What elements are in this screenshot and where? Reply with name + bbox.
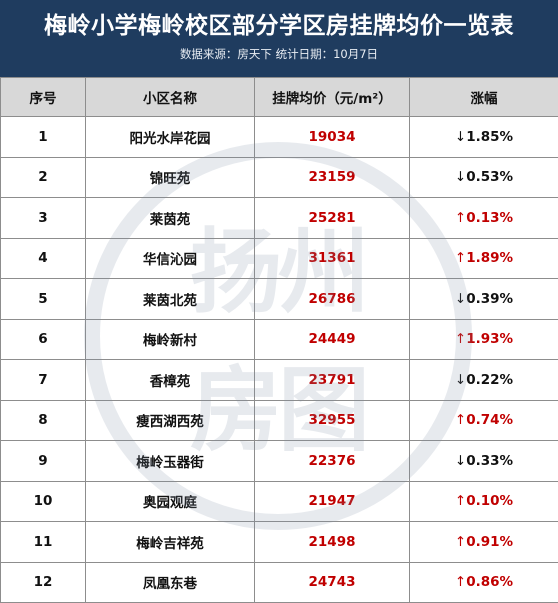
arrow-up-icon: ↑ [455, 331, 466, 347]
listing-price: 32955 [255, 400, 410, 441]
row-index: 5 [1, 279, 86, 320]
row-index: 8 [1, 400, 86, 441]
price-change: ↓0.53% [410, 157, 558, 198]
change-percent: 0.91% [466, 534, 513, 550]
row-index: 3 [1, 198, 86, 239]
row-index: 4 [1, 238, 86, 279]
listing-price: 24743 [255, 562, 410, 603]
price-change: ↑0.86% [410, 562, 558, 603]
row-index: 7 [1, 360, 86, 401]
price-change: ↑0.91% [410, 522, 558, 563]
listing-price: 25281 [255, 198, 410, 239]
community-name: 梅岭新村 [86, 319, 255, 360]
change-percent: 1.93% [466, 331, 513, 347]
change-percent: 0.53% [466, 169, 513, 185]
change-percent: 1.89% [466, 250, 513, 266]
arrow-down-icon: ↓ [455, 129, 466, 145]
price-change: ↑1.89% [410, 238, 558, 279]
row-index: 2 [1, 157, 86, 198]
row-index: 6 [1, 319, 86, 360]
arrow-down-icon: ↓ [455, 169, 466, 185]
listing-price: 24449 [255, 319, 410, 360]
listing-price: 23159 [255, 157, 410, 198]
listing-price: 21947 [255, 481, 410, 522]
arrow-up-icon: ↑ [455, 250, 466, 266]
community-name: 华信沁园 [86, 238, 255, 279]
listing-price: 19034 [255, 117, 410, 158]
listing-price: 21498 [255, 522, 410, 563]
row-index: 11 [1, 522, 86, 563]
community-name: 锦旺苑 [86, 157, 255, 198]
price-change: ↓0.22% [410, 360, 558, 401]
change-percent: 1.85% [466, 129, 513, 145]
price-change: ↑0.74% [410, 400, 558, 441]
change-percent: 0.33% [466, 453, 513, 469]
column-header-price: 挂牌均价（元/m²） [255, 78, 410, 117]
page-title: 梅岭小学梅岭校区部分学区房挂牌均价一览表 [0, 11, 558, 41]
arrow-up-icon: ↑ [455, 210, 466, 226]
community-name: 莱茵苑 [86, 198, 255, 239]
column-header-index: 序号 [1, 78, 86, 117]
column-header-name: 小区名称 [86, 78, 255, 117]
community-name: 莱茵北苑 [86, 279, 255, 320]
price-change: ↑0.10% [410, 481, 558, 522]
price-change: ↑1.93% [410, 319, 558, 360]
change-percent: 0.86% [466, 574, 513, 590]
table-header-row: 序号 小区名称 挂牌均价（元/m²） 涨幅 [1, 78, 558, 117]
change-percent: 0.22% [466, 372, 513, 388]
community-name: 梅岭吉祥苑 [86, 522, 255, 563]
listing-price: 26786 [255, 279, 410, 320]
price-change: ↓0.33% [410, 441, 558, 482]
listing-price: 22376 [255, 441, 410, 482]
price-change: ↓0.39% [410, 279, 558, 320]
arrow-down-icon: ↓ [455, 372, 466, 388]
community-name: 奥园观庭 [86, 481, 255, 522]
page-subtitle: 数据来源：房天下 统计日期：10月7日 [0, 46, 558, 62]
arrow-down-icon: ↓ [455, 291, 466, 307]
change-percent: 0.74% [466, 412, 513, 428]
row-index: 9 [1, 441, 86, 482]
arrow-up-icon: ↑ [455, 534, 466, 550]
title-banner: 梅岭小学梅岭校区部分学区房挂牌均价一览表 数据来源：房天下 统计日期：10月7日 [0, 0, 558, 77]
change-percent: 0.10% [466, 493, 513, 509]
arrow-up-icon: ↑ [455, 574, 466, 590]
community-name: 凤凰东巷 [86, 562, 255, 603]
column-header-change: 涨幅 [410, 78, 558, 117]
arrow-up-icon: ↑ [455, 412, 466, 428]
community-name: 阳光水岸花园 [86, 117, 255, 158]
row-index: 10 [1, 481, 86, 522]
community-name: 香樟苑 [86, 360, 255, 401]
community-name: 梅岭玉器街 [86, 441, 255, 482]
price-change: ↑0.13% [410, 198, 558, 239]
listing-price: 23791 [255, 360, 410, 401]
arrow-up-icon: ↑ [455, 493, 466, 509]
listing-price: 31361 [255, 238, 410, 279]
price-change: ↓1.85% [410, 117, 558, 158]
community-name: 瘦西湖西苑 [86, 400, 255, 441]
change-percent: 0.13% [466, 210, 513, 226]
row-index: 12 [1, 562, 86, 603]
arrow-down-icon: ↓ [455, 453, 466, 469]
change-percent: 0.39% [466, 291, 513, 307]
row-index: 1 [1, 117, 86, 158]
